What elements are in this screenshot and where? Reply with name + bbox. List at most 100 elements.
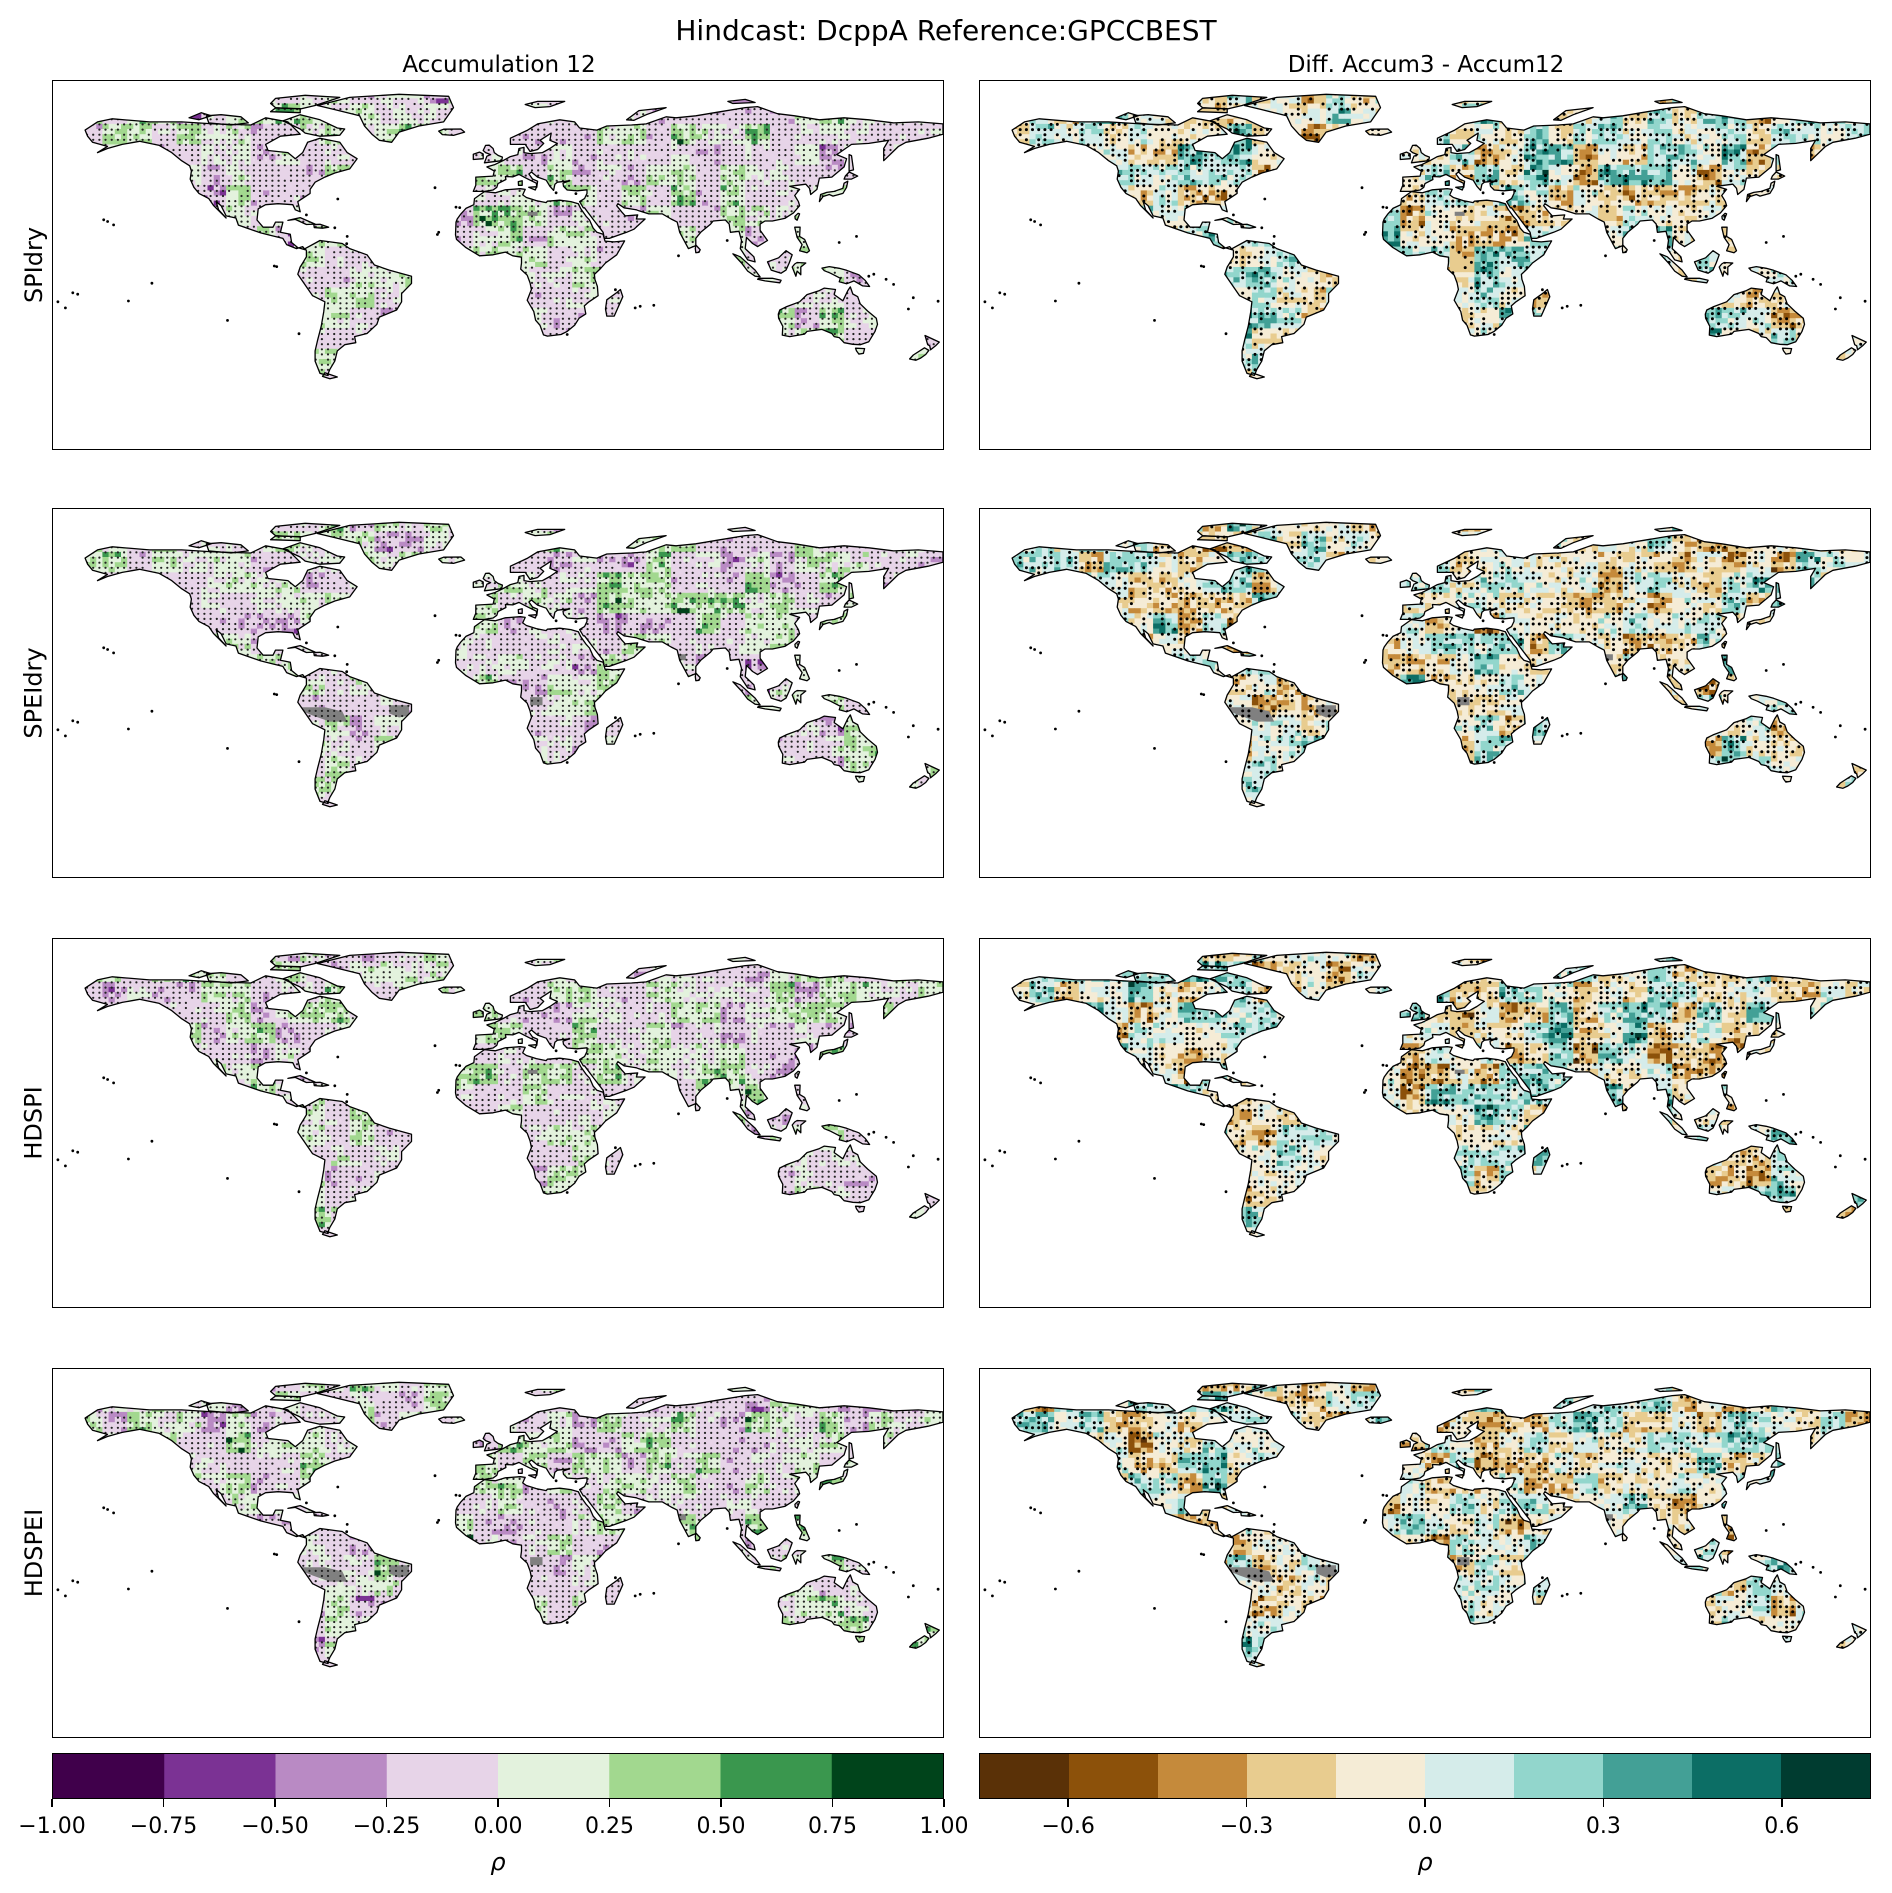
island-speck: [634, 1595, 637, 1598]
island-speck: [434, 186, 437, 189]
island-speck: [575, 620, 578, 623]
island-speck: [575, 192, 578, 195]
island-speck: [1502, 1050, 1505, 1053]
land-grid-cells: [980, 951, 1870, 1248]
island-speck: [1579, 732, 1582, 735]
island-speck: [57, 1158, 60, 1161]
island-speck: [1363, 1091, 1366, 1094]
island-speck: [885, 706, 888, 709]
island-speck: [1363, 233, 1366, 236]
map-hdspi-accum12: [52, 938, 944, 1308]
island-speck: [1604, 254, 1607, 257]
island-speck: [937, 728, 940, 731]
island-speck: [1765, 669, 1768, 672]
island-speck: [1482, 191, 1485, 194]
island-speck: [1029, 218, 1032, 221]
island-speck: [1272, 242, 1275, 245]
island-speck: [1260, 1514, 1263, 1517]
island-speck: [892, 711, 895, 714]
missing-data-patch: [530, 1557, 542, 1565]
island-speck: [912, 724, 915, 727]
island-speck: [639, 733, 642, 736]
island-speck: [458, 634, 461, 637]
island-speck: [1273, 1523, 1276, 1526]
island-speck: [1039, 1082, 1042, 1085]
island-speck: [226, 319, 229, 322]
island-speck: [984, 300, 987, 303]
island-speck: [1561, 1165, 1564, 1168]
colorbar-left-tick-label: 1.00: [920, 1814, 969, 1839]
island-speck: [57, 300, 60, 303]
island-speck: [1819, 1571, 1822, 1574]
island-speck: [333, 226, 336, 229]
colorbar-right-tick-mark: [1246, 1799, 1248, 1807]
colorbar-swatch: [1425, 1754, 1515, 1798]
island-speck: [677, 682, 680, 685]
island-speck: [1579, 1592, 1582, 1595]
island-speck: [1541, 1146, 1544, 1149]
island-speck: [872, 273, 875, 276]
island-speck: [64, 1595, 67, 1598]
island-speck: [998, 1579, 1001, 1582]
island-speck: [346, 235, 349, 238]
island-speck: [436, 661, 439, 664]
island-speck: [1003, 293, 1006, 296]
map-speidry-diff: [979, 508, 1871, 878]
island-speck: [434, 1474, 437, 1477]
colorbar-right-tick-label: 0.6: [1764, 1814, 1799, 1839]
island-speck: [726, 667, 729, 670]
island-speck: [1232, 1072, 1235, 1075]
island-speck: [1794, 703, 1797, 706]
colorbar-right-tick-label: 0.0: [1408, 1814, 1443, 1839]
island-speck: [912, 1154, 915, 1157]
island-speck: [907, 1166, 910, 1169]
island-speck: [1502, 1480, 1505, 1483]
island-speck: [1579, 1162, 1582, 1165]
island-speck: [1799, 273, 1802, 276]
island-speck: [1834, 1596, 1837, 1599]
island-speck: [1033, 648, 1036, 651]
island-speck: [1153, 747, 1156, 750]
island-speck: [892, 1141, 895, 1144]
island-speck: [1232, 642, 1235, 645]
island-speck: [273, 1123, 276, 1126]
island-speck: [298, 1620, 301, 1623]
missing-data-patch: [528, 212, 538, 216]
island-speck: [102, 646, 105, 649]
island-speck: [1493, 1191, 1496, 1194]
island-speck: [566, 761, 569, 764]
island-speck: [1502, 620, 1505, 623]
land-grid-cells: [53, 1381, 943, 1678]
colorbar-left-tick-label: 0.00: [474, 1814, 523, 1839]
island-speck: [76, 293, 79, 296]
island-speck: [333, 1084, 336, 1087]
island-speck: [984, 1158, 987, 1161]
colorbar-left-tick-label: 0.75: [808, 1814, 857, 1839]
colorbar-swatch: [980, 1754, 1070, 1798]
row-label-hdspei: HDSPEI: [14, 1368, 54, 1738]
island-speck: [1782, 1093, 1785, 1096]
colorbar-left-tick-label: 0.25: [585, 1814, 634, 1839]
island-speck: [1260, 654, 1263, 657]
island-speck: [298, 760, 301, 763]
island-speck: [64, 1165, 67, 1168]
island-speck: [1482, 1479, 1485, 1482]
island-speck: [566, 333, 569, 336]
colorbar-left-tick-mark: [386, 1799, 388, 1807]
island-speck: [1566, 305, 1569, 308]
island-speck: [1273, 1093, 1276, 1096]
island-speck: [64, 735, 67, 738]
island-speck: [867, 703, 870, 706]
island-speck: [1054, 728, 1057, 731]
island-speck: [273, 265, 276, 268]
island-speck: [305, 1072, 308, 1075]
colorbar-swatch: [609, 1754, 721, 1798]
island-speck: [614, 1146, 617, 1149]
island-speck: [1039, 224, 1042, 227]
island-speck: [151, 282, 154, 285]
island-speck: [1361, 186, 1364, 189]
missing-data-patch: [528, 1070, 538, 1074]
row-label-speidry: SPEIdry: [14, 508, 54, 878]
island-speck: [1566, 733, 1569, 736]
island-speck: [273, 693, 276, 696]
